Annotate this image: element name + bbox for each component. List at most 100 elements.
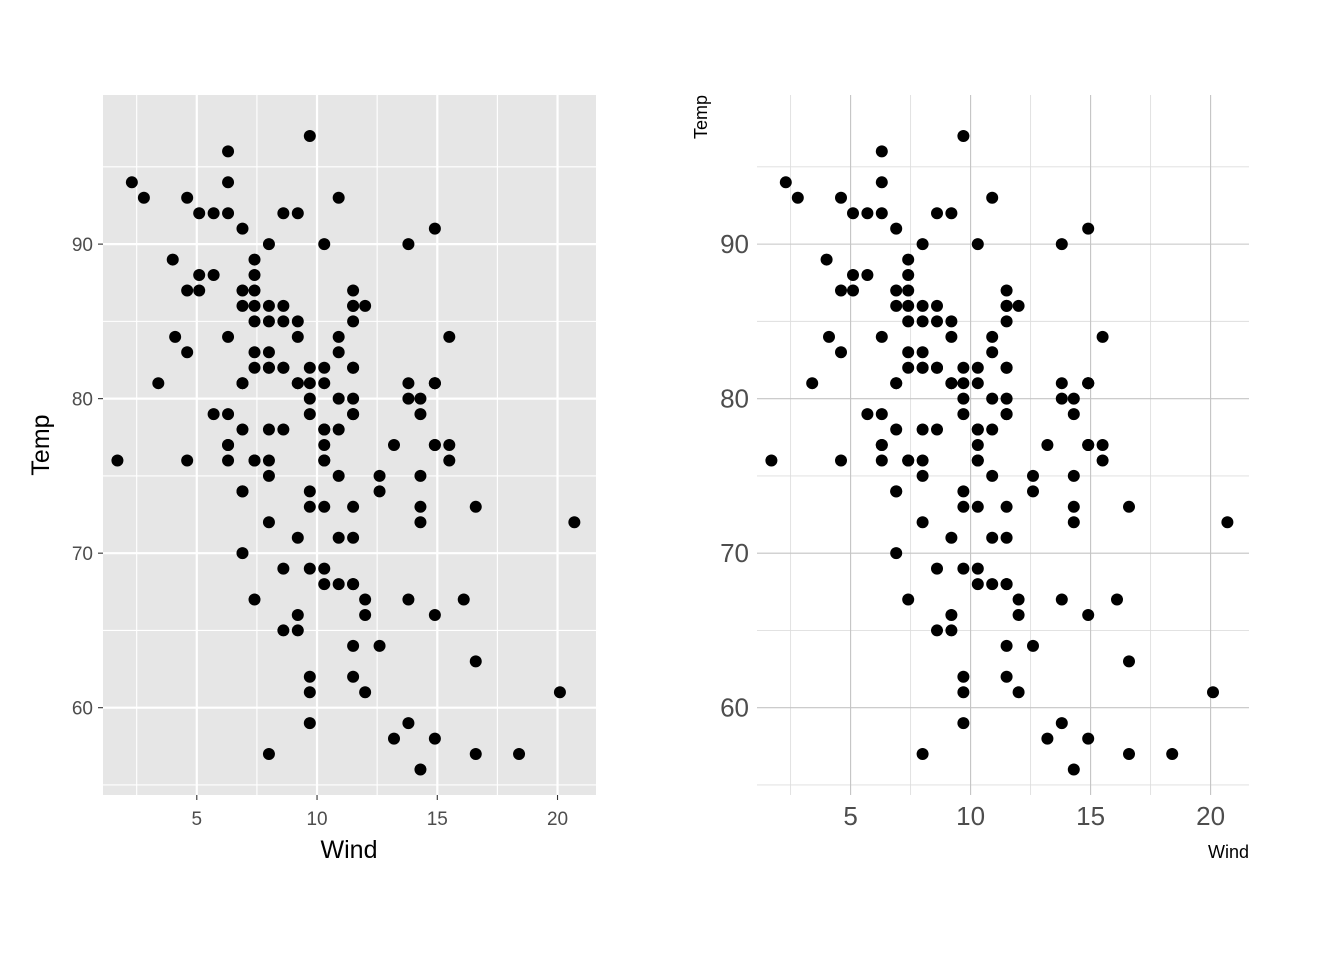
data-point	[291, 207, 304, 220]
data-point	[1166, 748, 1179, 761]
data-point	[303, 717, 316, 730]
data-point	[303, 485, 316, 498]
data-point	[916, 346, 929, 359]
x-tick-label: 5	[192, 809, 203, 830]
data-point	[193, 269, 206, 282]
data-point	[916, 315, 929, 328]
data-point	[1123, 748, 1135, 761]
data-point	[902, 315, 915, 328]
data-point	[931, 423, 943, 436]
data-point	[248, 593, 261, 606]
data-point	[318, 361, 331, 374]
data-point	[1055, 593, 1068, 606]
data-point	[553, 686, 566, 699]
data-point	[262, 423, 275, 436]
data-point	[916, 361, 929, 374]
data-point	[902, 269, 915, 282]
data-point	[181, 346, 194, 359]
data-point	[1000, 361, 1013, 374]
x-tick-label: 15	[1076, 801, 1105, 831]
data-point	[945, 624, 958, 637]
y-tick-label: 60	[72, 699, 93, 720]
data-point	[318, 578, 331, 591]
data-point	[428, 222, 441, 235]
data-point	[262, 315, 275, 328]
y-tick-label: 60	[720, 693, 749, 723]
data-point	[222, 207, 235, 220]
data-point	[111, 454, 124, 467]
data-point	[890, 299, 903, 312]
data-point	[902, 454, 915, 467]
data-point	[875, 145, 888, 158]
data-point	[402, 377, 415, 390]
data-point	[222, 408, 235, 421]
data-point	[181, 284, 194, 297]
data-point	[414, 408, 427, 421]
data-point	[945, 377, 958, 390]
y-tick-label: 90	[720, 229, 749, 259]
data-point	[332, 469, 345, 482]
data-point	[207, 408, 220, 421]
data-point	[945, 207, 958, 220]
data-point	[277, 423, 290, 436]
data-point	[248, 269, 261, 282]
data-point	[248, 454, 261, 467]
data-point	[248, 299, 261, 312]
left-y-axis-title: Temp	[27, 414, 55, 475]
data-point	[986, 423, 999, 436]
data-point	[347, 408, 360, 421]
data-point	[971, 238, 984, 251]
data-point	[332, 531, 345, 544]
data-point	[347, 315, 360, 328]
left-x-tick-labels: 5 10 15 20	[192, 809, 569, 830]
data-point	[1055, 377, 1068, 390]
data-point	[1027, 485, 1039, 498]
data-point	[945, 531, 958, 544]
data-point	[1082, 608, 1095, 621]
data-point	[318, 454, 331, 467]
right-plot: 5 10 15 20 60 70 80 90 Wind Temp	[691, 95, 1249, 862]
data-point	[303, 129, 316, 142]
data-point	[945, 608, 958, 621]
data-point	[890, 547, 903, 560]
data-point	[248, 253, 261, 266]
data-point	[1000, 500, 1013, 513]
data-point	[347, 284, 360, 297]
data-point	[1041, 439, 1054, 451]
x-tick-label: 10	[306, 809, 327, 830]
data-point	[1096, 330, 1109, 343]
data-point	[387, 439, 400, 451]
right-x-tick-labels: 5 10 15 20	[843, 801, 1225, 831]
data-point	[443, 330, 456, 343]
data-point	[262, 346, 275, 359]
data-point	[318, 562, 331, 575]
x-tick-label: 20	[547, 809, 568, 830]
data-point	[402, 593, 415, 606]
data-point	[890, 377, 903, 390]
data-point	[277, 299, 290, 312]
data-point	[414, 516, 427, 529]
data-point	[262, 748, 275, 761]
data-point	[303, 670, 316, 683]
data-point	[277, 315, 290, 328]
data-point	[207, 269, 220, 282]
data-point	[890, 485, 903, 498]
data-point	[957, 562, 970, 575]
data-point	[332, 578, 345, 591]
data-point	[902, 284, 915, 297]
data-point	[957, 686, 970, 699]
data-point	[1067, 516, 1080, 529]
data-point	[402, 238, 415, 251]
data-point	[861, 408, 874, 421]
data-point	[303, 500, 316, 513]
data-point	[248, 315, 261, 328]
x-tick-label: 15	[427, 809, 448, 830]
data-point	[262, 299, 275, 312]
data-point	[402, 717, 415, 730]
data-point	[236, 284, 249, 297]
data-point	[986, 531, 999, 544]
data-point	[945, 315, 958, 328]
data-point	[931, 361, 943, 374]
data-point	[193, 207, 206, 220]
data-point	[262, 361, 275, 374]
